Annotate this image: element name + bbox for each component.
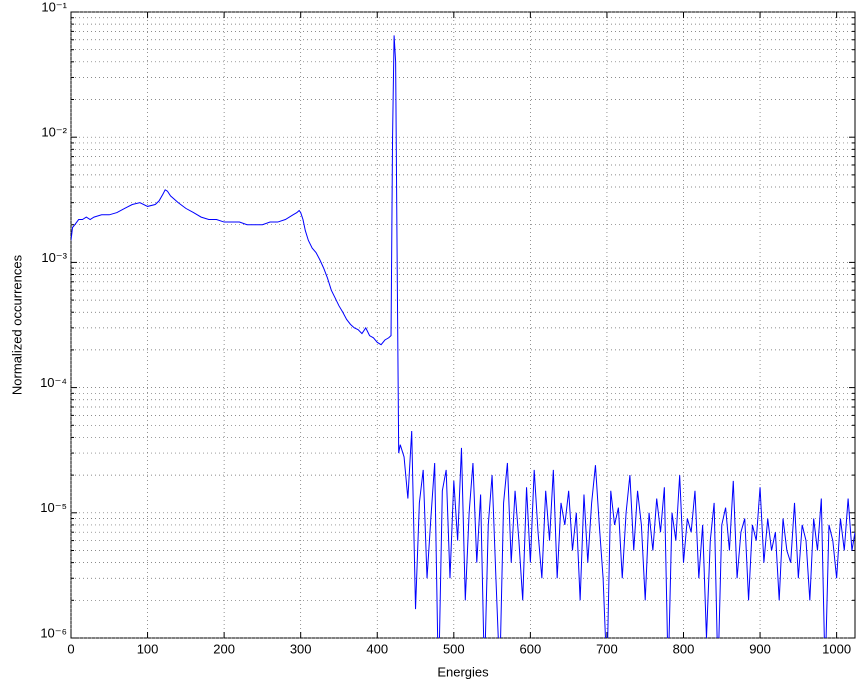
x-axis-label: Energies (437, 664, 489, 679)
x-tick-label: 0 (67, 641, 74, 656)
x-tick-label: 1000 (822, 641, 851, 656)
data-line (71, 35, 855, 638)
y-tick-label: 10⁻³ (41, 250, 67, 265)
x-tick-label: 700 (596, 641, 618, 656)
x-tick-label: 900 (749, 641, 771, 656)
y-tick-label: 10⁻⁴ (40, 375, 67, 390)
x-tick-label: 300 (290, 641, 312, 656)
y-tick-label: 10⁻² (41, 125, 67, 140)
x-tick-label: 400 (366, 641, 388, 656)
x-tick-label: 600 (520, 641, 542, 656)
x-tick-label: 800 (673, 641, 695, 656)
plot-area (70, 11, 856, 639)
y-tick-label: 10⁻⁶ (40, 625, 67, 640)
x-tick-label: 500 (443, 641, 465, 656)
x-tick-label: 200 (213, 641, 235, 656)
y-tick-label: 10⁻¹ (41, 0, 67, 14)
x-tick-label: 100 (137, 641, 159, 656)
y-tick-label: 10⁻⁵ (40, 500, 67, 515)
plot-clip (71, 35, 855, 638)
y-axis-label: Normalized occurrences (9, 254, 24, 395)
